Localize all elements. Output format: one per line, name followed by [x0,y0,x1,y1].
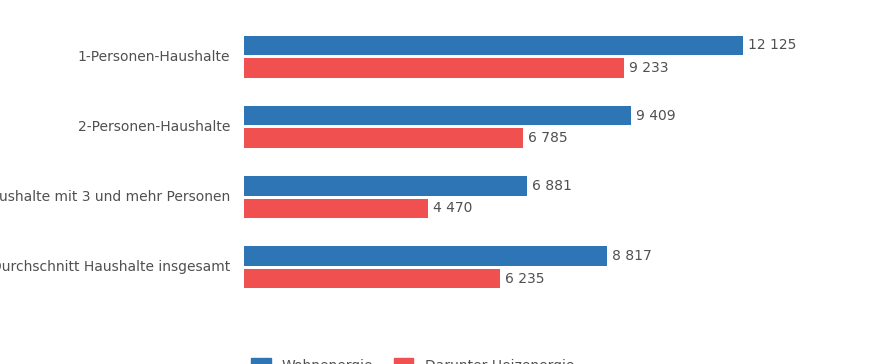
Bar [244,269,501,288]
Text: 4 470: 4 470 [433,201,473,215]
Legend: Wohnenergie, Darunter Heizenergie: Wohnenergie, Darunter Heizenergie [251,358,574,364]
Text: 6 235: 6 235 [506,272,545,286]
Bar [244,36,743,55]
Bar [244,246,607,266]
Text: 6 785: 6 785 [528,131,568,145]
Bar [244,128,523,148]
Bar [244,58,623,78]
Bar [244,176,527,196]
Text: 9 233: 9 233 [629,61,668,75]
Bar [244,106,631,126]
Text: 8 817: 8 817 [611,249,651,263]
Bar [244,198,428,218]
Text: 12 125: 12 125 [747,38,796,52]
Text: 9 409: 9 409 [636,108,676,123]
Text: 6 881: 6 881 [532,179,572,193]
